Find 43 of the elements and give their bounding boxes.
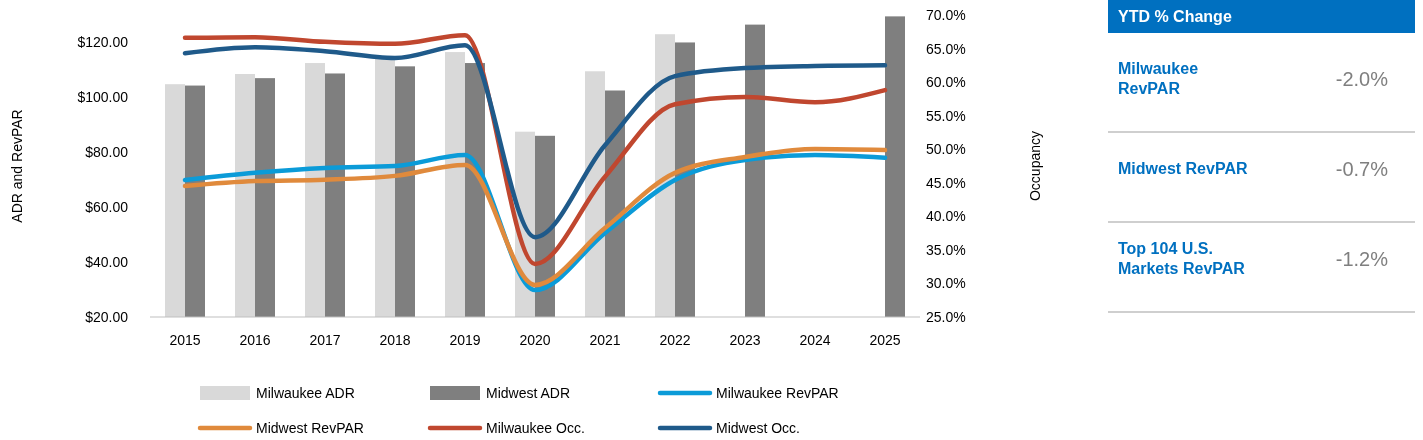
y2-tick-label: 30.0%: [926, 275, 966, 292]
legend-label: Milwaukee ADR: [256, 385, 355, 401]
x-tick-label: 2025: [869, 332, 901, 348]
x-tick-label: 2023: [729, 332, 761, 348]
x-tick-label: 2019: [449, 332, 481, 348]
y-tick-label: $40.00: [85, 254, 129, 271]
legend-label: Milwaukee RevPAR: [716, 385, 839, 401]
legend-label: Midwest ADR: [486, 385, 571, 401]
x-tick-label: 2021: [589, 332, 621, 348]
y2-tick-label: 55.0%: [926, 107, 966, 124]
y-tick-label: $60.00: [85, 199, 129, 216]
y2-tick-label: 25.0%: [926, 309, 966, 325]
x-tick-label: 2020: [519, 332, 551, 348]
x-tick-label: 2017: [309, 332, 341, 348]
y2-tick-label: 40.0%: [926, 208, 966, 225]
y2-tick-label: 60.0%: [926, 74, 966, 91]
category-label: Milwaukee RevPAR: [1118, 60, 1199, 97]
y2-tick-label: 35.0%: [926, 241, 966, 258]
y-tick-label: $20.00: [85, 309, 129, 325]
y-tick-label: $100.00: [77, 89, 129, 106]
y2-tick-label: 45.0%: [926, 174, 966, 191]
x-tick-label: 2016: [239, 332, 271, 348]
category-label: Midwest RevPAR: [1118, 160, 1248, 177]
y-tick-label: $120.00: [77, 34, 129, 51]
line-series: [182, 42, 888, 240]
y2-tick-label: 50.0%: [926, 141, 966, 158]
category-label: Top 104 U.S. Markets RevPAR: [1118, 240, 1246, 277]
legend-label: Midwest Occ.: [716, 420, 801, 436]
x-tick-label: 2018: [379, 332, 411, 348]
text: -0.7%: [1335, 158, 1388, 180]
y2-tick-label: 65.0%: [926, 40, 966, 57]
y2-tick-label: 70.0%: [926, 7, 966, 23]
text: -2.0%: [1335, 68, 1388, 90]
legend-label: Milwaukee Occ.: [486, 420, 585, 436]
text: YTD % Change: [1118, 8, 1232, 25]
x-tick-label: 2022: [659, 332, 691, 348]
y-tick-label: $80.00: [85, 144, 129, 161]
y-axis-title: ADR and RevPAR: [9, 109, 25, 223]
y2-axis-title: Occupancy: [1027, 130, 1043, 202]
legend-label: Midwest RevPAR: [256, 420, 364, 436]
x-tick-label: 2015: [169, 332, 201, 348]
x-tick-label: 2024: [799, 332, 831, 348]
text: -1.2%: [1335, 248, 1388, 270]
